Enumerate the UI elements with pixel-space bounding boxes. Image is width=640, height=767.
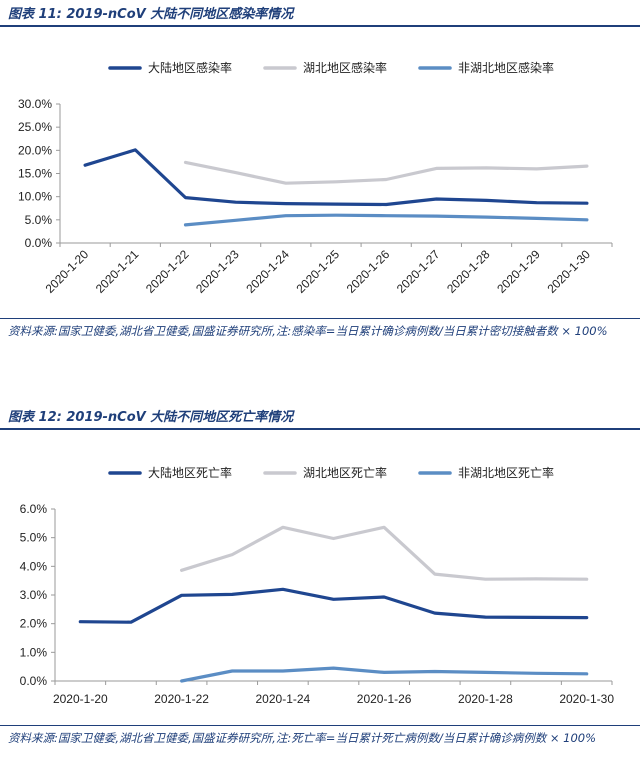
legend-label-non_hubei: 非湖北地区感染率: [458, 60, 554, 75]
x-tick-label: 2020-1-30: [544, 247, 593, 296]
y-tick-label: 3.0%: [20, 588, 48, 602]
x-tick-label: 2020-1-22: [154, 692, 209, 706]
chart-2-title: 图表 12: 2019-nCoV 大陆不同地区死亡率情况: [8, 410, 294, 425]
chart-1-source-note: 资料来源:国家卫健委,湖北省卫健委,国盛证券研究所,注:感染率=当日累计确诊病例…: [8, 324, 608, 338]
y-tick-label: 30.0%: [18, 97, 52, 111]
series-line-mainland: [83, 148, 589, 207]
chart-2-source-note: 资料来源:国家卫健委,湖北省卫健委,国盛证券研究所,注:死亡率=当日累计死亡病例…: [8, 731, 597, 745]
x-tick-label: 2020-1-26: [357, 692, 412, 706]
y-tick-label: 0.0%: [20, 674, 48, 688]
legend-label-hubei: 湖北地区死亡率: [303, 465, 387, 480]
x-tick-label: 2020-1-21: [93, 247, 142, 296]
series-line-non_hubei: [183, 213, 589, 227]
x-tick-label: 2020-1-22: [143, 247, 192, 296]
x-tick-label: 2020-1-24: [256, 692, 311, 706]
y-tick-label: 5.0%: [25, 213, 53, 227]
y-tick-label: 1.0%: [20, 645, 48, 659]
series-line-mainland: [78, 587, 589, 624]
chart-1-title: 图表 11: 2019-nCoV 大陆不同地区感染率情况: [8, 7, 294, 22]
chart-1-bottom-rule: [0, 318, 640, 319]
x-tick-label: 2020-1-30: [559, 692, 614, 706]
y-tick-label: 4.0%: [20, 559, 48, 573]
series-line-hubei: [183, 160, 589, 185]
chart-1-title-rule: [0, 25, 640, 27]
series-line-non_hubei: [180, 666, 589, 683]
x-tick-label: 2020-1-26: [344, 247, 393, 296]
x-tick-label: 2020-1-28: [444, 247, 493, 296]
y-tick-label: 6.0%: [20, 502, 48, 516]
legend-label-mainland: 大陆地区死亡率: [148, 465, 232, 480]
legend-label-non_hubei: 非湖北地区死亡率: [458, 465, 554, 480]
y-tick-label: 0.0%: [25, 236, 53, 250]
legend-label-hubei: 湖北地区感染率: [303, 60, 387, 75]
infection-rate-chart: 大陆地区感染率 湖北地区感染率 非湖北地区感染率 0.0% 5.0% 10.0% 15.0%…: [18, 60, 613, 296]
y-tick-label: 2.0%: [20, 617, 48, 631]
x-tick-label: 2020-1-24: [243, 247, 292, 296]
x-tick-label: 2020-1-20: [43, 247, 92, 296]
y-tick-label: 10.0%: [18, 190, 52, 204]
y-tick-label: 25.0%: [18, 120, 52, 134]
x-tick-label: 2020-1-23: [193, 247, 242, 296]
x-tick-label: 2020-1-29: [494, 247, 543, 296]
y-tick-label: 5.0%: [20, 531, 48, 545]
legend-label-mainland: 大陆地区感染率: [148, 60, 232, 75]
y-tick-label: 15.0%: [18, 167, 52, 181]
chart-2-bottom-rule: [0, 725, 640, 726]
x-tick-label: 2020-1-25: [294, 247, 343, 296]
x-tick-label: 2020-1-28: [458, 692, 513, 706]
chart-2-title-rule: [0, 428, 640, 430]
y-tick-label: 20.0%: [18, 143, 52, 157]
x-tick-label: 2020-1-20: [53, 692, 108, 706]
x-tick-label: 2020-1-27: [394, 247, 443, 296]
series-line-hubei: [180, 525, 589, 581]
mortality-rate-chart: 大陆地区死亡率 湖北地区死亡率 非湖北地区死亡率 0.0% 1.0% 2.0% 3.0% 4.…: [20, 465, 615, 706]
